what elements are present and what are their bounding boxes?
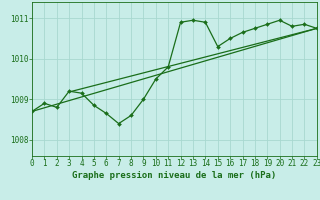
X-axis label: Graphe pression niveau de la mer (hPa): Graphe pression niveau de la mer (hPa) <box>72 171 276 180</box>
